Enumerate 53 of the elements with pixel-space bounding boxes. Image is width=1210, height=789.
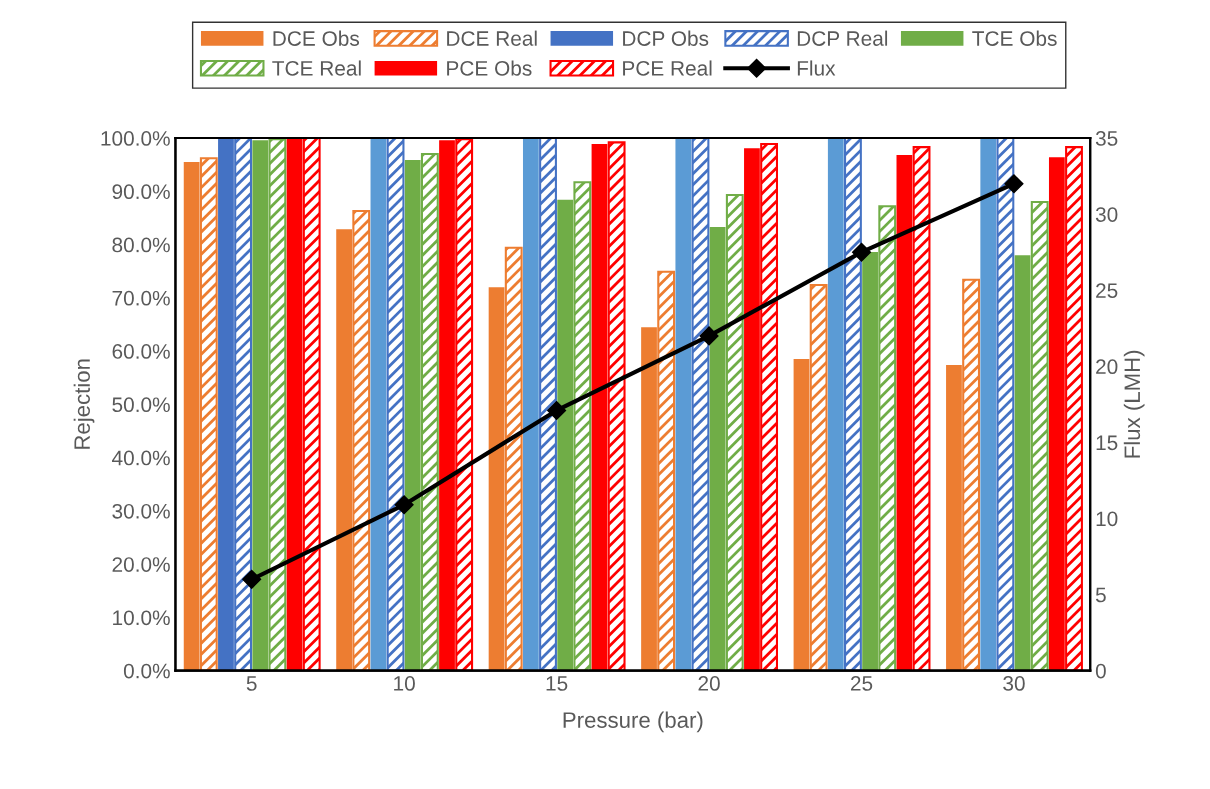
point bbox=[1004, 174, 1024, 194]
legend-label: TCE Real bbox=[272, 60, 361, 76]
bar bbox=[996, 138, 1015, 671]
x-tick-label: 25 bbox=[850, 676, 873, 691]
y2-tick-label: 0 bbox=[1095, 663, 1106, 679]
y2-tick-label: 30 bbox=[1095, 207, 1118, 222]
y-tick-label: 10.0% bbox=[113, 610, 170, 626]
y-tick-label: 100.0% bbox=[101, 131, 170, 146]
bar bbox=[691, 138, 710, 671]
legend-label: TCE Obs bbox=[972, 30, 1057, 46]
point bbox=[394, 495, 414, 515]
y-tick-label: 50.0% bbox=[112, 397, 170, 413]
y-tick-label: 60.0% bbox=[112, 344, 170, 359]
x-tick-label: 30 bbox=[1003, 676, 1025, 691]
x-axis-title: Pressure (bar) bbox=[563, 711, 703, 733]
bar bbox=[386, 138, 405, 671]
y-tick-label: 20.0% bbox=[112, 557, 170, 572]
y2-tick-label: 25 bbox=[1096, 283, 1118, 298]
y2-tick-label: 35 bbox=[1095, 131, 1118, 146]
legend-label: Flux bbox=[797, 60, 836, 76]
x-tick-label: 5 bbox=[246, 676, 257, 691]
legend-label: DCP Obs bbox=[623, 30, 709, 46]
legend-label: DCP Real bbox=[797, 30, 888, 46]
bar bbox=[522, 138, 539, 671]
point bbox=[699, 326, 719, 346]
y2-tick-label: 5 bbox=[1095, 587, 1106, 603]
y-tick-label: 30.0% bbox=[112, 503, 170, 519]
legend-label: DCE Real bbox=[447, 30, 537, 46]
y-tick-label: 70.0% bbox=[112, 290, 170, 306]
y-tick-label: 80.0% bbox=[112, 237, 170, 253]
point bbox=[242, 569, 262, 589]
y2-axis-title: Flux (LMH) bbox=[1123, 350, 1145, 458]
bar bbox=[675, 138, 692, 671]
legend-label: DCE Obs bbox=[273, 30, 360, 46]
x-tick-label: 15 bbox=[546, 676, 568, 691]
bar bbox=[370, 138, 387, 671]
x-tick-label: 20 bbox=[698, 676, 720, 691]
bar bbox=[827, 138, 844, 671]
bar bbox=[844, 138, 862, 671]
y2-tick-label: 20 bbox=[1096, 359, 1118, 375]
y-tick-label: 0.0% bbox=[123, 663, 170, 679]
bar bbox=[980, 138, 997, 671]
y-axis-title: Rejection bbox=[73, 359, 95, 449]
point bbox=[547, 400, 567, 420]
bar bbox=[539, 138, 557, 671]
point bbox=[851, 242, 872, 262]
y2-tick-label: 10 bbox=[1096, 511, 1118, 527]
legend-label: PCE Real bbox=[623, 60, 712, 76]
legend-label: PCE Obs bbox=[447, 60, 532, 76]
y2-tick-label: 15 bbox=[1096, 435, 1118, 451]
y-tick-label: 90.0% bbox=[112, 184, 170, 200]
x-tick-label: 10 bbox=[394, 676, 415, 691]
y-tick-label: 40.0% bbox=[112, 450, 170, 466]
